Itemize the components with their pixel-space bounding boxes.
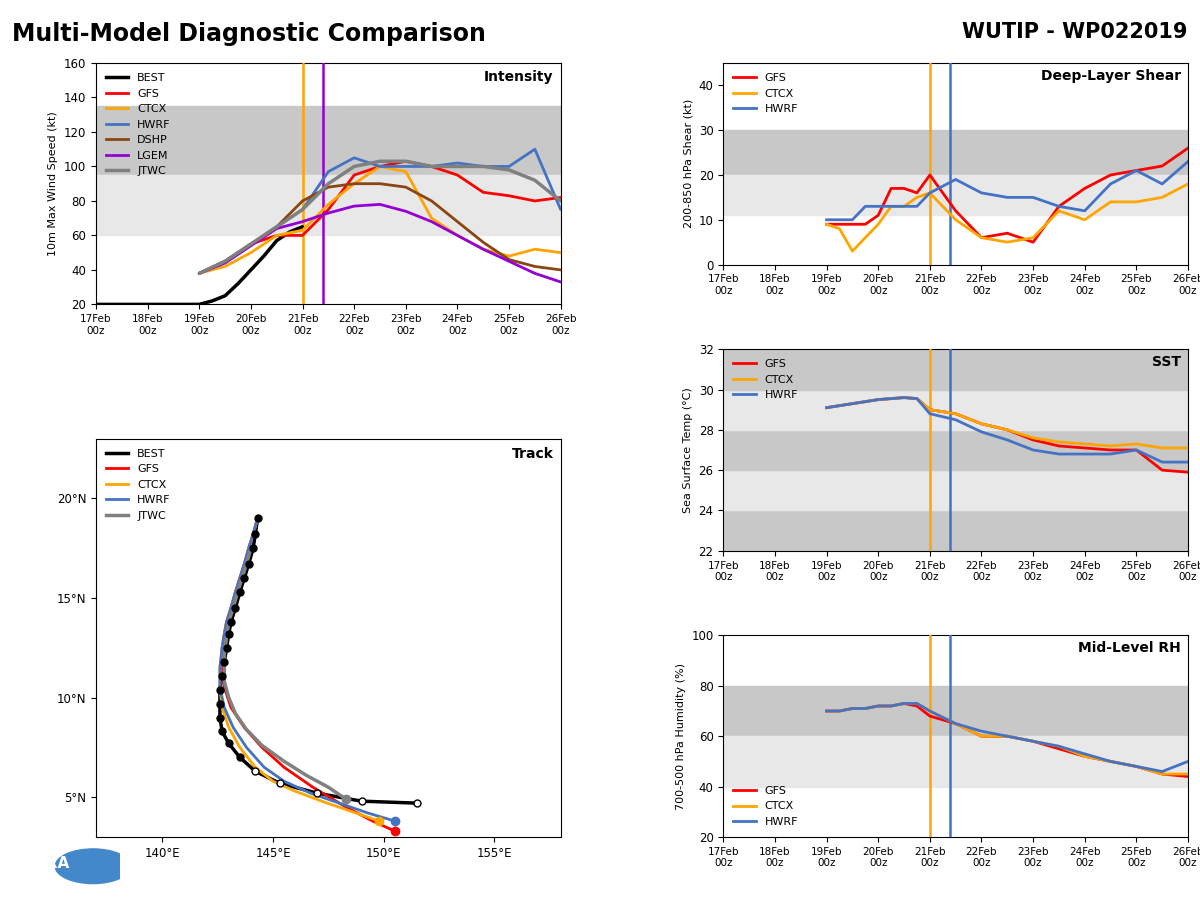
Y-axis label: 10m Max Wind Speed (kt): 10m Max Wind Speed (kt)	[48, 112, 59, 256]
Text: SST: SST	[1152, 356, 1181, 369]
Bar	[724, 430, 1188, 470]
Legend: GFS, CTCX, HWRF: GFS, CTCX, HWRF	[728, 781, 803, 832]
Text: Deep-Layer Shear: Deep-Layer Shear	[1040, 69, 1181, 83]
Text: Track: Track	[512, 446, 553, 461]
Legend: GFS, CTCX, HWRF: GFS, CTCX, HWRF	[728, 355, 803, 405]
Text: WUTIP - WP022019: WUTIP - WP022019	[962, 22, 1188, 42]
Text: Intensity: Intensity	[485, 70, 553, 85]
Circle shape	[55, 849, 131, 884]
Bar	[724, 130, 1188, 175]
Y-axis label: Sea Surface Temp (°C): Sea Surface Temp (°C)	[683, 387, 694, 513]
Bar	[724, 390, 1188, 430]
Bar	[724, 470, 1188, 510]
Bar	[96, 176, 560, 236]
Legend: GFS, CTCX, HWRF: GFS, CTCX, HWRF	[728, 68, 803, 119]
Y-axis label: 200-850 hPa Shear (kt): 200-850 hPa Shear (kt)	[683, 99, 694, 229]
Text: Multi-Model Diagnostic Comparison: Multi-Model Diagnostic Comparison	[12, 22, 486, 47]
Bar	[724, 175, 1188, 215]
Text: Mid-Level RH: Mid-Level RH	[1079, 642, 1181, 655]
Bar	[724, 349, 1188, 390]
Bar	[724, 736, 1188, 787]
Legend: BEST, GFS, CTCX, HWRF, JTWC: BEST, GFS, CTCX, HWRF, JTWC	[102, 445, 175, 526]
Bar	[96, 106, 560, 176]
Bar	[724, 510, 1188, 551]
Bar	[724, 686, 1188, 736]
Legend: BEST, GFS, CTCX, HWRF, DSHP, LGEM, JTWC: BEST, GFS, CTCX, HWRF, DSHP, LGEM, JTWC	[102, 68, 175, 181]
Y-axis label: 700-500 hPa Humidity (%): 700-500 hPa Humidity (%)	[676, 662, 685, 810]
Text: CIRA: CIRA	[30, 856, 70, 871]
